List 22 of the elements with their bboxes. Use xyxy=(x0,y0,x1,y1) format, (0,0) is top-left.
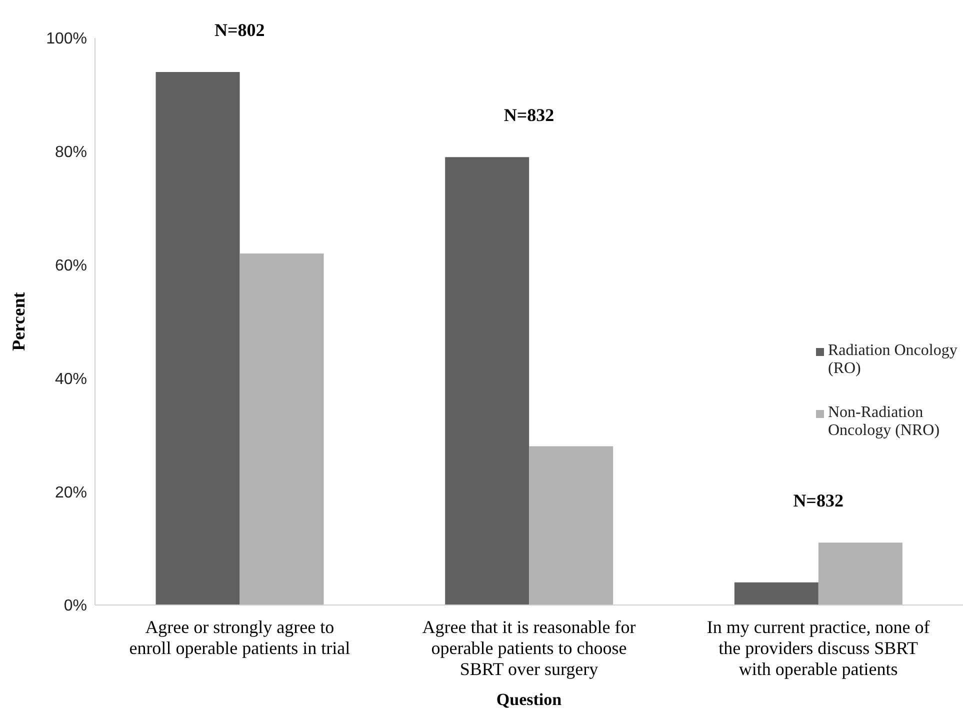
x-axis-title: Question xyxy=(496,690,562,709)
x-tick-label: In my current practice, none of the providers discuss SBRT with operable patients xyxy=(706,617,930,679)
bar xyxy=(156,72,240,605)
y-tick-label: 80% xyxy=(54,144,87,162)
y-tick-label: 20% xyxy=(54,484,87,502)
annotation: N=832 xyxy=(793,490,844,511)
x-tick-label: Agree that it is reasonable for operable patients to choose SBRT over surgery xyxy=(422,617,636,679)
y-tick-label: 60% xyxy=(54,257,87,274)
legend-label: Radiation Oncology (RO) xyxy=(828,342,958,378)
y-tick-label: 100% xyxy=(46,30,87,48)
y-tick-label: 0% xyxy=(64,598,87,615)
bar xyxy=(734,582,818,605)
annotation: N=832 xyxy=(504,105,554,126)
bar xyxy=(818,542,902,605)
y-tick-label: 40% xyxy=(54,370,87,388)
y-axis-title: Percent xyxy=(8,292,28,351)
x-tick-label: Agree or strongly agree to enroll operable patients in trial xyxy=(129,617,350,658)
bar xyxy=(529,446,614,605)
legend-label: Non-Radiation Oncology (NRO) xyxy=(828,404,941,440)
bar xyxy=(445,157,530,605)
bar xyxy=(240,253,324,605)
annotation: N=802 xyxy=(214,20,265,40)
